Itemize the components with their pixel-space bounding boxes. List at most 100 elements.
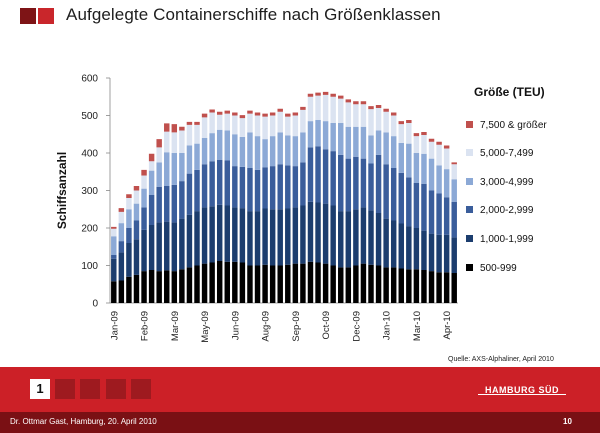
bar-segment-1-000-1-999 bbox=[111, 258, 117, 282]
bar-segment-3-000-4-999 bbox=[148, 170, 155, 196]
bar-segment-500-999 bbox=[148, 270, 155, 303]
bar-segment-2-000-2-999 bbox=[443, 197, 450, 235]
bar-segment-500-999 bbox=[201, 263, 208, 304]
bar-segment-5-000-7-499 bbox=[247, 113, 253, 133]
bar-segment-5-000-7-499 bbox=[436, 144, 442, 166]
bar-segment-500-999 bbox=[300, 263, 306, 304]
bar-segment-2-000-2-999 bbox=[451, 201, 457, 238]
legend-label: 500-999 bbox=[480, 263, 517, 274]
bar-segment-7-500-gr-er bbox=[133, 186, 140, 191]
x-tick-label: Mar-10 bbox=[412, 311, 423, 341]
bar-segment-5-000-7-499 bbox=[398, 124, 404, 143]
x-tick-label: Mar-09 bbox=[170, 311, 181, 341]
bar-segment-2-000-2-999 bbox=[133, 220, 140, 240]
legend-label: 5,000-7,499 bbox=[480, 148, 534, 159]
slide-5-button[interactable] bbox=[131, 379, 151, 399]
bar-segment-500-999 bbox=[436, 272, 442, 303]
bar-segment-2-000-2-999 bbox=[141, 207, 147, 230]
bar-segment-2-000-2-999 bbox=[383, 164, 389, 219]
bar-segment-2-000-2-999 bbox=[247, 168, 253, 212]
bar-segment-5-000-7-499 bbox=[322, 94, 329, 122]
bar-segment-3-000-4-999 bbox=[375, 130, 382, 155]
bar-segment-7-500-gr-er bbox=[421, 132, 427, 135]
bar-segment-2-000-2-999 bbox=[201, 164, 208, 208]
bar-segment-3-000-4-999 bbox=[111, 236, 117, 255]
bar-segment-3-000-4-999 bbox=[315, 120, 321, 147]
bar-segment-2-000-2-999 bbox=[436, 193, 442, 235]
bar-segment-1-000-1-999 bbox=[307, 201, 314, 262]
bar-segment-500-999 bbox=[269, 265, 276, 303]
bar-segment-2-000-2-999 bbox=[269, 166, 276, 210]
bar-segment-500-999 bbox=[111, 281, 117, 303]
bar-segment-3-000-4-999 bbox=[269, 136, 276, 167]
bar-segment-2-000-2-999 bbox=[322, 149, 329, 204]
bar-segment-3-000-4-999 bbox=[262, 139, 268, 168]
bar-segment-1-000-1-999 bbox=[322, 203, 329, 264]
slide-1-button[interactable]: 1 bbox=[30, 379, 50, 399]
bar-segment-5-000-7-499 bbox=[209, 112, 215, 134]
y-tick-label: 200 bbox=[81, 224, 98, 235]
bar-segment-3-000-4-999 bbox=[277, 132, 283, 165]
bar-segment-1-000-1-999 bbox=[436, 234, 442, 273]
bar-segment-5-000-7-499 bbox=[353, 104, 359, 127]
bar-segment-7-500-gr-er bbox=[307, 93, 314, 97]
bar-segment-2-000-2-999 bbox=[126, 228, 132, 243]
bar-segment-500-999 bbox=[338, 267, 344, 304]
bar-segment-3-000-4-999 bbox=[285, 135, 291, 166]
bar-segment-500-999 bbox=[330, 265, 336, 303]
bar-segment-7-500-gr-er bbox=[451, 162, 457, 165]
x-tick-label: Oct-09 bbox=[321, 311, 332, 340]
bar-segment-3-000-4-999 bbox=[164, 152, 170, 186]
bar-segment-5-000-7-499 bbox=[171, 132, 178, 154]
bar-segment-1-000-1-999 bbox=[375, 213, 382, 266]
bar-segment-500-999 bbox=[239, 262, 246, 303]
bar-segment-3-000-4-999 bbox=[247, 132, 253, 169]
bar-segment-5-000-7-499 bbox=[164, 131, 170, 153]
bar-segment-3-000-4-999 bbox=[300, 132, 306, 163]
bar-segment-5-000-7-499 bbox=[201, 117, 208, 139]
bar-segment-7-500-gr-er bbox=[360, 101, 367, 105]
bar-segment-1-000-1-999 bbox=[406, 226, 412, 270]
bar-segment-1-000-1-999 bbox=[413, 228, 420, 270]
bar-segment-7-500-gr-er bbox=[232, 112, 238, 116]
bar-segment-2-000-2-999 bbox=[428, 190, 435, 234]
bar-segment-3-000-4-999 bbox=[179, 153, 185, 182]
bar-segment-1-000-1-999 bbox=[141, 229, 147, 272]
bar-segment-2-000-2-999 bbox=[353, 156, 359, 210]
bar-segment-7-500-gr-er bbox=[262, 113, 268, 117]
bar-segment-3-000-4-999 bbox=[171, 153, 178, 185]
slide-3-button[interactable] bbox=[80, 379, 100, 399]
bar-segment-7-500-gr-er bbox=[390, 112, 397, 116]
bar-segment-500-999 bbox=[209, 262, 215, 303]
x-tick-label: Sep-09 bbox=[291, 311, 302, 342]
bar-segment-2-000-2-999 bbox=[164, 186, 170, 222]
slide-4-button[interactable] bbox=[106, 379, 126, 399]
bar-segment-500-999 bbox=[277, 265, 283, 303]
bar-segment-2-000-2-999 bbox=[368, 163, 374, 211]
bar-segment-3-000-4-999 bbox=[421, 153, 427, 184]
bar-segment-500-999 bbox=[232, 261, 238, 303]
bar-segment-2-000-2-999 bbox=[171, 184, 178, 223]
bar-segment-5-000-7-499 bbox=[360, 104, 367, 127]
bar-segment-5-000-7-499 bbox=[315, 95, 321, 121]
bar-segment-1-000-1-999 bbox=[353, 209, 359, 266]
bar-segment-5-000-7-499 bbox=[368, 109, 374, 136]
bar-segment-500-999 bbox=[224, 261, 230, 303]
bar-segment-500-999 bbox=[186, 267, 193, 304]
bar-segment-7-500-gr-er bbox=[338, 95, 344, 99]
bar-segment-7-500-gr-er bbox=[345, 99, 352, 103]
bar-segment-3-000-4-999 bbox=[428, 158, 435, 191]
bar-segment-3-000-4-999 bbox=[330, 123, 336, 152]
slide-2-button[interactable] bbox=[55, 379, 75, 399]
bar-segment-5-000-7-499 bbox=[383, 111, 389, 133]
bar-segment-500-999 bbox=[307, 261, 314, 303]
bar-segment-7-500-gr-er bbox=[111, 226, 117, 229]
bar-segment-500-999 bbox=[292, 263, 299, 304]
bar-segment-5-000-7-499 bbox=[421, 135, 427, 154]
bar-segment-5-000-7-499 bbox=[285, 116, 291, 136]
bar-segment-7-500-gr-er bbox=[254, 112, 261, 116]
bar-segment-500-999 bbox=[451, 273, 457, 303]
bar-segment-5-000-7-499 bbox=[451, 164, 457, 180]
bar-segment-1-000-1-999 bbox=[383, 218, 389, 268]
bar-segment-1-000-1-999 bbox=[224, 205, 230, 262]
